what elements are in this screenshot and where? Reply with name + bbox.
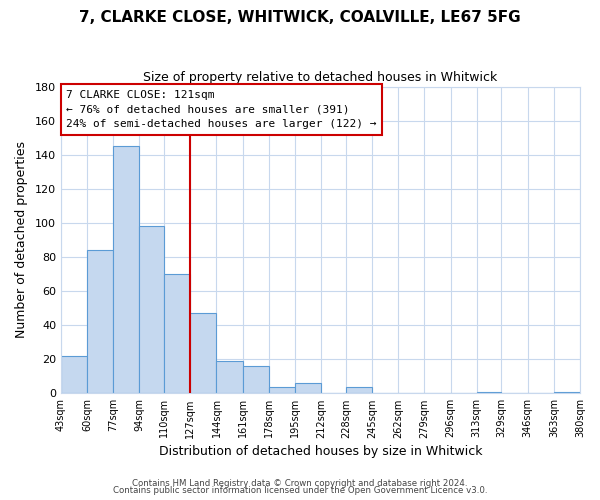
Bar: [190, 313, 217, 394]
Bar: [242, 366, 269, 394]
Bar: [113, 146, 139, 394]
Bar: [295, 383, 321, 394]
Text: 7, CLARKE CLOSE, WHITWICK, COALVILLE, LE67 5FG: 7, CLARKE CLOSE, WHITWICK, COALVILLE, LE…: [79, 10, 521, 25]
Bar: [554, 392, 580, 394]
Bar: [269, 386, 295, 394]
X-axis label: Distribution of detached houses by size in Whitwick: Distribution of detached houses by size …: [159, 444, 482, 458]
Y-axis label: Number of detached properties: Number of detached properties: [15, 142, 28, 338]
Bar: [139, 226, 164, 394]
Text: Contains public sector information licensed under the Open Government Licence v3: Contains public sector information licen…: [113, 486, 487, 495]
Bar: [164, 274, 190, 394]
Title: Size of property relative to detached houses in Whitwick: Size of property relative to detached ho…: [143, 71, 497, 84]
Bar: [346, 386, 372, 394]
Text: 7 CLARKE CLOSE: 121sqm
← 76% of detached houses are smaller (391)
24% of semi-de: 7 CLARKE CLOSE: 121sqm ← 76% of detached…: [66, 90, 377, 129]
Bar: [61, 356, 87, 394]
Text: Contains HM Land Registry data © Crown copyright and database right 2024.: Contains HM Land Registry data © Crown c…: [132, 478, 468, 488]
Bar: [477, 392, 502, 394]
Bar: [217, 361, 242, 394]
Bar: [87, 250, 113, 394]
